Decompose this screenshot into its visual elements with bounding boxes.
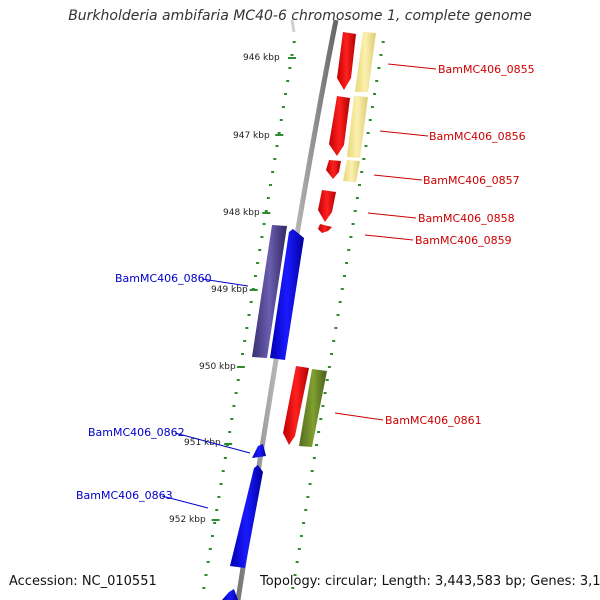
tick-label: 952 kbp bbox=[169, 515, 206, 525]
leader-0861 bbox=[334, 412, 384, 421]
feature-track bbox=[222, 32, 376, 600]
leader-0856 bbox=[379, 130, 429, 137]
paired-feature-0855 bbox=[355, 32, 376, 92]
gene-label-0855[interactable]: BamMC406_0855 bbox=[438, 63, 535, 76]
tick-ring bbox=[202, 41, 385, 589]
tick-label: 949 kbp bbox=[211, 285, 248, 295]
gene-next-arrow[interactable] bbox=[222, 589, 238, 600]
gene-label-0858[interactable]: BamMC406_0858 bbox=[418, 212, 515, 225]
gene-0856-arrow[interactable] bbox=[329, 96, 350, 156]
gene-label-0860[interactable]: BamMC406_0860 bbox=[115, 272, 212, 285]
tick-label: 946 kbp bbox=[243, 53, 280, 63]
tick-label: 951 kbp bbox=[184, 438, 221, 448]
gene-label-0856[interactable]: BamMC406_0856 bbox=[429, 130, 526, 143]
gene-label-0857[interactable]: BamMC406_0857 bbox=[423, 174, 520, 187]
gene-0858-arrow[interactable] bbox=[318, 190, 336, 222]
leader-0862 bbox=[174, 432, 251, 454]
leader-0860 bbox=[201, 278, 249, 287]
leader-0863 bbox=[161, 495, 209, 509]
gene-0862-arrow[interactable] bbox=[252, 444, 266, 458]
tick-marks bbox=[211, 57, 297, 521]
paired-feature-0857 bbox=[343, 160, 360, 182]
leader-lines bbox=[161, 63, 437, 509]
gene-0859-arrow[interactable] bbox=[318, 224, 332, 233]
leader-0859 bbox=[364, 234, 414, 241]
tick-label: 950 kbp bbox=[199, 362, 236, 372]
paired-feature-0861 bbox=[299, 369, 327, 447]
gene-0861-arrow[interactable] bbox=[283, 366, 309, 445]
gene-label-0859[interactable]: BamMC406_0859 bbox=[415, 234, 512, 247]
accession-text: Accession: NC_010551 bbox=[9, 574, 157, 589]
tick-label: 948 kbp bbox=[223, 208, 260, 218]
page-title: Burkholderia ambifaria MC40-6 chromosome… bbox=[68, 8, 532, 24]
tick-labels: 946 kbp 947 kbp 948 kbp 949 kbp 950 kbp … bbox=[169, 53, 280, 525]
tick-label: 947 kbp bbox=[233, 131, 270, 141]
gene-label-0863[interactable]: BamMC406_0863 bbox=[76, 489, 173, 502]
genome-stats-text: Topology: circular; Length: 3,443,583 bp… bbox=[260, 574, 600, 589]
backbone-fade bbox=[290, 19, 296, 33]
paired-feature-0860 bbox=[252, 225, 287, 358]
gene-0863-arrow[interactable] bbox=[230, 465, 263, 568]
gene-0855-arrow[interactable] bbox=[337, 32, 356, 90]
gene-labels: BamMC406_0855 BamMC406_0856 BamMC406_085… bbox=[76, 63, 535, 502]
gene-label-0861[interactable]: BamMC406_0861 bbox=[385, 414, 482, 427]
leader-0857 bbox=[373, 174, 423, 181]
gene-0857-arrow[interactable] bbox=[326, 160, 341, 179]
gene-label-0862[interactable]: BamMC406_0862 bbox=[88, 426, 185, 439]
paired-feature-0856 bbox=[347, 96, 368, 158]
leader-0858 bbox=[367, 212, 417, 219]
leader-0855 bbox=[387, 63, 437, 70]
gene-0860-arrow[interactable] bbox=[270, 229, 304, 360]
